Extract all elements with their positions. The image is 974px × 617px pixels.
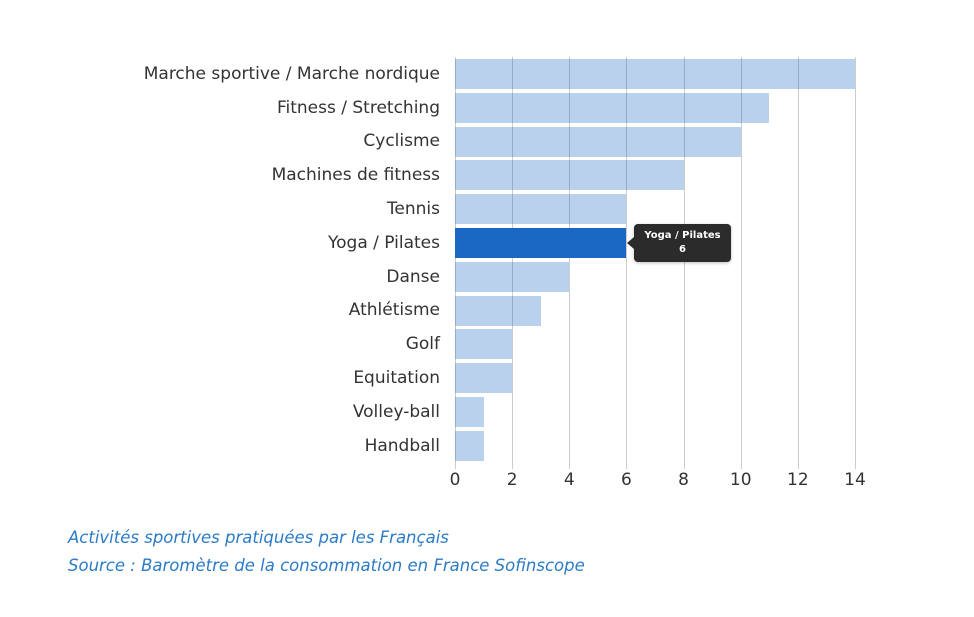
- category-label-volley-ball: Volley-ball: [352, 401, 440, 422]
- bar-athl-tisme[interactable]: [455, 295, 541, 326]
- x-tick-label-8: 8: [678, 469, 689, 490]
- bar-equitation[interactable]: [455, 363, 513, 394]
- x-tick-label-2: 2: [506, 469, 518, 490]
- bar-cyclisme[interactable]: [455, 126, 741, 157]
- category-label-handball: Handball: [364, 435, 440, 456]
- bar-yoga-pilates[interactable]: [455, 227, 627, 258]
- bar-tennis[interactable]: [455, 194, 627, 225]
- gridline-x-14: [855, 57, 856, 469]
- gridline-x-2: [512, 57, 514, 469]
- gridline-x-8: [683, 57, 685, 469]
- bar-handball[interactable]: [455, 430, 484, 461]
- caption-source: Source : Baromètre de la consommation en…: [68, 555, 585, 575]
- tooltip-caret-icon: [627, 236, 635, 249]
- category-label-fitness-stretching: Fitness / Stretching: [276, 97, 440, 118]
- category-label-machines-de-fitness: Machines de fitness: [271, 165, 440, 186]
- x-tick-label-0: 0: [449, 469, 461, 490]
- x-tick-label-6: 6: [621, 469, 632, 490]
- bar-golf[interactable]: [455, 329, 513, 360]
- gridline-x-4: [569, 57, 571, 469]
- bar-machines-de-fitness[interactable]: [455, 160, 684, 191]
- bar-marche-sportive-marche-nordique[interactable]: [455, 58, 855, 89]
- tooltip-title: Yoga / Pilates: [644, 229, 721, 241]
- category-label-danse: Danse: [386, 266, 440, 287]
- bar-fitness-stretching[interactable]: [455, 92, 770, 123]
- x-tick-label-4: 4: [563, 469, 575, 490]
- bar-danse[interactable]: [455, 261, 570, 292]
- bar-volley-ball[interactable]: [455, 396, 484, 427]
- x-tick-label-12: 12: [787, 469, 809, 490]
- caption-title: Activités sportives pratiquées par les F…: [68, 528, 449, 547]
- category-label-golf: Golf: [405, 334, 440, 355]
- gridline-x-0: [455, 57, 456, 469]
- tooltip-value: 6: [679, 243, 686, 255]
- gridline-x-6: [626, 57, 628, 469]
- gridline-x-12: [797, 57, 799, 469]
- gridline-x-10: [740, 57, 742, 469]
- x-tick-label-10: 10: [729, 469, 752, 490]
- category-label-yoga-pilates: Yoga / Pilates: [328, 232, 440, 253]
- x-tick-label-14: 14: [844, 469, 866, 490]
- chart-caption: Activités sportives pratiquées par les F…: [68, 524, 585, 579]
- tooltip: Yoga / Pilates 6: [627, 223, 731, 262]
- category-label-cyclisme: Cyclisme: [363, 131, 440, 152]
- category-label-athl-tisme: Athlétisme: [348, 300, 440, 321]
- category-label-marche-sportive-marche-nordique: Marche sportive / Marche nordique: [143, 63, 440, 84]
- category-label-tennis: Tennis: [386, 199, 440, 220]
- category-label-equitation: Equitation: [353, 368, 440, 389]
